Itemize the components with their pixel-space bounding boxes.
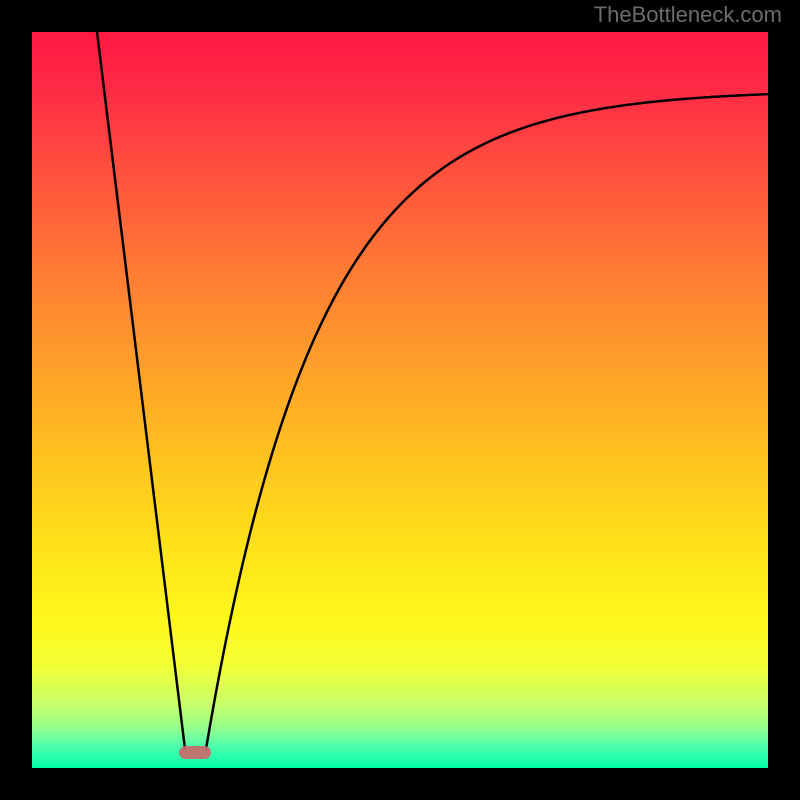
bottleneck-marker (179, 746, 211, 759)
bottleneck-curve (32, 32, 768, 768)
watermark-label: TheBottleneck.com (594, 2, 782, 27)
plot-area (32, 32, 768, 768)
watermark-text: TheBottleneck.com (594, 2, 782, 28)
chart-frame: TheBottleneck.com (0, 0, 800, 800)
